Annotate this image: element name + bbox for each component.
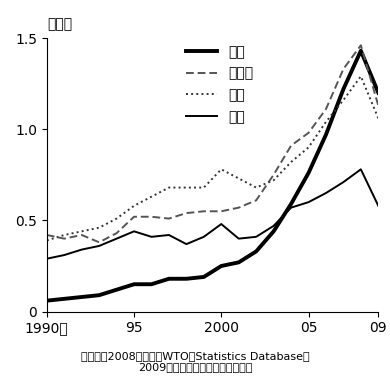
日本 xyxy=(149,234,154,239)
ドイツ xyxy=(149,214,154,219)
米国 xyxy=(324,120,328,124)
中国 xyxy=(184,277,189,281)
中国 xyxy=(167,277,171,281)
ドイツ xyxy=(97,240,101,245)
日本 xyxy=(341,180,346,184)
中国 xyxy=(202,275,206,279)
日本 xyxy=(376,204,381,208)
中国 xyxy=(306,171,311,175)
米国 xyxy=(341,98,346,102)
日本 xyxy=(167,233,171,237)
中国 xyxy=(97,293,101,298)
米国 xyxy=(236,176,241,181)
米国 xyxy=(132,204,136,208)
日本 xyxy=(44,256,49,261)
米国 xyxy=(184,185,189,190)
日本 xyxy=(358,167,363,172)
米国 xyxy=(114,216,119,221)
日本 xyxy=(97,244,101,248)
中国 xyxy=(149,282,154,287)
ドイツ xyxy=(167,216,171,221)
日本 xyxy=(254,234,259,239)
日本 xyxy=(184,242,189,246)
中国 xyxy=(132,282,136,287)
ドイツ xyxy=(376,103,381,108)
ドイツ xyxy=(289,143,293,148)
ドイツ xyxy=(306,131,311,135)
ドイツ xyxy=(358,43,363,48)
中国 xyxy=(358,49,363,53)
ドイツ xyxy=(254,198,259,203)
中国 xyxy=(341,87,346,91)
ドイツ xyxy=(341,67,346,71)
中国 xyxy=(324,132,328,137)
日本 xyxy=(132,229,136,234)
米国 xyxy=(202,185,206,190)
ドイツ xyxy=(324,107,328,111)
中国 xyxy=(219,264,223,268)
中国 xyxy=(236,260,241,264)
米国 xyxy=(358,74,363,79)
中国 xyxy=(79,295,84,299)
中国 xyxy=(114,287,119,292)
ドイツ xyxy=(236,205,241,210)
ドイツ xyxy=(79,233,84,237)
Line: 中国: 中国 xyxy=(47,51,378,301)
Legend: 中国, ドイツ, 米国, 日本: 中国, ドイツ, 米国, 日本 xyxy=(186,45,253,124)
米国 xyxy=(149,195,154,199)
Text: 兆ドル: 兆ドル xyxy=(47,17,72,31)
ドイツ xyxy=(44,233,49,237)
ドイツ xyxy=(202,209,206,214)
中国 xyxy=(289,202,293,206)
日本 xyxy=(79,247,84,252)
米国 xyxy=(97,225,101,230)
米国 xyxy=(219,167,223,172)
米国 xyxy=(376,116,381,120)
Line: 日本: 日本 xyxy=(47,169,378,259)
日本 xyxy=(306,200,311,204)
米国 xyxy=(271,178,276,182)
日本 xyxy=(289,205,293,210)
Text: （出所）2008年まではWTO、Statistics Database、
2009年は各国の通関統計より作成: （出所）2008年まではWTO、Statistics Database、 200… xyxy=(81,351,309,372)
米国 xyxy=(167,185,171,190)
Line: 米国: 米国 xyxy=(47,76,378,241)
日本 xyxy=(62,253,67,257)
日本 xyxy=(219,222,223,226)
日本 xyxy=(271,223,276,228)
米国 xyxy=(79,229,84,234)
日本 xyxy=(236,236,241,241)
日本 xyxy=(114,236,119,241)
中国 xyxy=(254,249,259,254)
中国 xyxy=(44,298,49,303)
ドイツ xyxy=(219,209,223,214)
米国 xyxy=(44,238,49,243)
米国 xyxy=(289,160,293,164)
ドイツ xyxy=(114,231,119,236)
中国 xyxy=(62,296,67,301)
ドイツ xyxy=(271,173,276,177)
米国 xyxy=(254,185,259,190)
日本 xyxy=(202,234,206,239)
ドイツ xyxy=(132,214,136,219)
米国 xyxy=(306,145,311,150)
中国 xyxy=(376,90,381,95)
ドイツ xyxy=(184,211,189,215)
中国 xyxy=(271,229,276,234)
Line: ドイツ: ドイツ xyxy=(47,45,378,242)
米国 xyxy=(62,233,67,237)
ドイツ xyxy=(62,236,67,241)
日本 xyxy=(324,191,328,195)
